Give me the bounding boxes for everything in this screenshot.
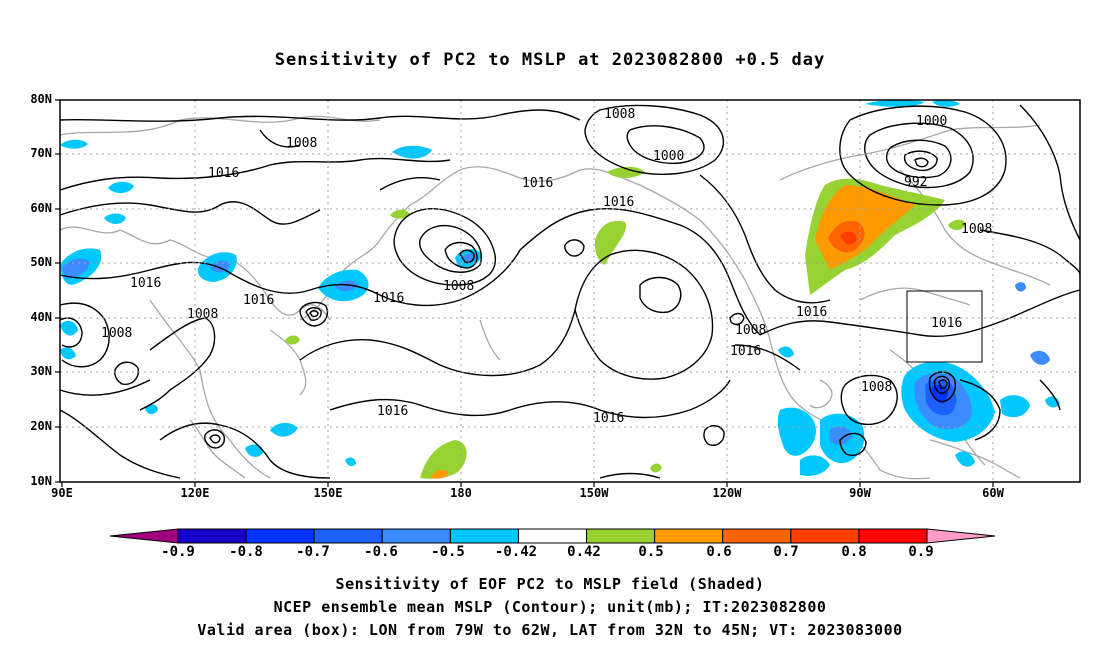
contour-label: 1016: [377, 404, 408, 419]
contour-label: 1016: [243, 293, 274, 308]
lat-label: 60N: [30, 201, 52, 215]
colorbar-tick-label: 0.9: [908, 544, 934, 560]
contour-label: 1000: [916, 114, 947, 129]
colorbar-tick-label: -0.7: [296, 544, 330, 560]
colorbar-segment: [654, 528, 724, 544]
contour-label: 1016: [522, 176, 553, 191]
lon-label: 180: [450, 486, 472, 500]
colorbar-tick-label: -0.6: [364, 544, 398, 560]
contour-label: 1008: [861, 380, 892, 395]
contour-label: 1008: [286, 136, 317, 151]
colorbar-tick-label: 0.8: [841, 544, 867, 560]
colorbar-segment: [381, 528, 451, 544]
colorbar-tick-label: 0.5: [638, 544, 664, 560]
lat-label: 10N: [30, 474, 52, 488]
contour-label: 1008: [101, 326, 132, 341]
lon-label: 90W: [849, 486, 871, 500]
map-title: Sensitivity of PC2 to MSLP at 2023082800…: [274, 50, 826, 70]
plot-frame: [59, 99, 1081, 483]
colorbar-tick-label: -0.9: [161, 544, 195, 560]
colorbar-segment: [790, 528, 860, 544]
colorbar: [109, 528, 996, 544]
colorbar-segment: [517, 528, 588, 544]
colorbar-segment: [586, 528, 656, 544]
colorbar-segment: [313, 528, 383, 544]
lat-label: 30N: [30, 364, 52, 378]
contour-label: 1016: [796, 305, 827, 320]
contour-label: 992: [904, 175, 927, 190]
caption-line: Valid area (box): LON from 79W to 62W, L…: [197, 621, 903, 639]
colorbar-tick-label: 0.6: [706, 544, 732, 560]
caption-line: Sensitivity of EOF PC2 to MSLP field (Sh…: [335, 575, 765, 593]
contour-label: 1016: [208, 166, 239, 181]
lat-label: 70N: [30, 146, 52, 160]
lon-label: 150W: [579, 486, 609, 500]
contour-label: 1000: [653, 149, 684, 164]
colorbar-tick-label: -0.8: [229, 544, 263, 560]
colorbar-segment: [858, 528, 928, 544]
contour-label: 1016: [373, 291, 404, 306]
contour-label: 1016: [730, 344, 761, 359]
contour-label: 1008: [604, 107, 635, 122]
lat-label: 40N: [30, 310, 52, 324]
lon-label: 120E: [180, 486, 210, 500]
mslp-contours: [59, 104, 1081, 479]
valid-area-box: [906, 290, 983, 363]
contour-label: 1008: [443, 279, 474, 294]
caption-line: NCEP ensemble mean MSLP (Contour); unit(…: [273, 598, 827, 616]
lat-label: 80N: [30, 92, 52, 106]
contour-label: 1016: [593, 411, 624, 426]
lon-label: 90E: [51, 486, 73, 500]
lon-label: 120W: [712, 486, 742, 500]
lon-label: 60W: [982, 486, 1004, 500]
lon-label: 150E: [313, 486, 343, 500]
colorbar-segment: [245, 528, 315, 544]
contour-label: 1008: [961, 222, 992, 237]
colorbar-segment: [722, 528, 792, 544]
colorbar-tick-label: 0.42: [567, 544, 601, 560]
contour-label: 1016: [130, 276, 161, 291]
colorbar-segment: [449, 528, 519, 544]
colorbar-tick-label: -0.42: [494, 544, 538, 560]
axis-ticks: [55, 99, 994, 487]
contour-labels: 1008 1016 1016 1008 1016 1016 1016 1008 …: [101, 107, 992, 426]
colorbar-segment: [109, 528, 179, 544]
gridlines: [60, 100, 1080, 482]
contour-label: 1016: [931, 316, 962, 331]
lat-label: 20N: [30, 419, 52, 433]
contour-label: 1016: [603, 195, 634, 210]
contour-label: 1008: [735, 323, 766, 338]
colorbar-tick-label: -0.5: [431, 544, 465, 560]
colorbar-segment: [177, 528, 247, 544]
colorbar-tick-label: 0.7: [773, 544, 799, 560]
lat-label: 50N: [30, 255, 52, 269]
colorbar-segment: [926, 528, 996, 544]
contour-label: 1008: [187, 307, 218, 322]
